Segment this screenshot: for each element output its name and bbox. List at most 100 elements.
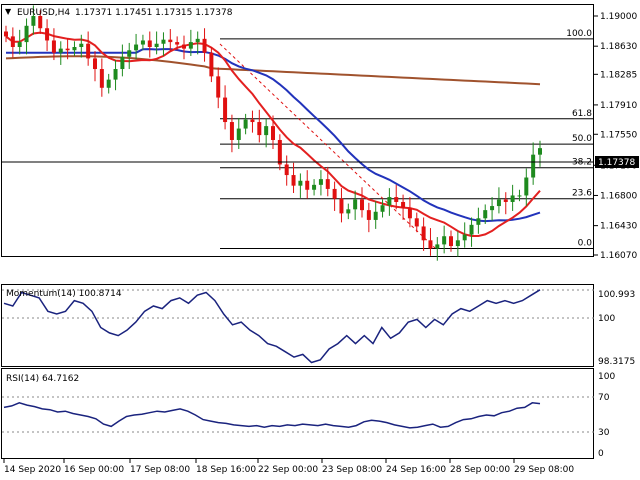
bear-candle [182,44,186,49]
bull-candle [17,42,22,47]
bull-candle [312,184,317,190]
time-tick-label: 23 Sep 08:00 [322,465,382,475]
price-tick-label: 1.17910 [600,101,637,111]
current-price-label: 1.17378 [598,158,635,168]
bull-candle [120,56,125,70]
bear-candle [175,42,180,45]
rsi-tick-30: 30 [598,428,610,438]
bear-candle [360,199,364,211]
bull-candle [127,50,132,57]
bear-candle [4,31,8,37]
bull-candle [154,43,159,47]
bear-candle [284,164,289,176]
price-tick-label: 1.16070 [600,251,637,261]
rsi-tick-70: 70 [598,393,610,403]
bear-candle [93,58,97,70]
fib-trendline [219,43,436,249]
bear-candle [202,38,207,53]
momentum-tick-low: 98.3175 [598,357,635,367]
bear-candle [394,197,399,202]
momentum-grid [2,289,594,319]
bull-candle [469,224,474,235]
candlesticks[interactable] [4,5,542,261]
bear-candle [10,36,15,47]
bull-candle [24,25,29,43]
fib-level-label: 100.0 [566,29,592,39]
bear-candle [168,39,173,43]
bull-candle [195,38,200,43]
bear-candle [271,126,275,140]
bull-candle [510,195,515,202]
ohlc-values: 1.17371 1.17451 1.17315 1.17378 [75,8,233,18]
bear-candle [250,119,255,123]
bear-candle [332,188,337,199]
bear-candle [51,40,56,53]
bull-candle [188,42,193,49]
bull-candle [106,79,111,88]
bear-candle [257,122,262,136]
bear-candle [229,122,234,140]
momentum-title: Momentum(14) 100.8714 [6,289,122,299]
price-panel[interactable] [1,4,594,257]
momentum-tick-high: 100.993 [598,290,635,300]
price-tick-label: 1.17550 [600,130,637,140]
bear-candle [325,179,330,189]
bear-candle [277,139,282,165]
bull-candle [58,48,63,53]
symbol-timeframe: EURUSD,H4 [17,8,70,18]
bull-candle [79,43,84,47]
bull-candle [476,218,481,225]
bull-candle [264,126,269,136]
rsi-tick-0: 0 [598,449,604,459]
time-axis[interactable]: 14 Sep 2020 16 Sep 00:00 17 Sep 08:00 18 Se… [3,459,574,475]
bear-candle [414,218,419,227]
bear-candle [503,199,508,202]
bear-candle [209,52,214,77]
bear-candle [401,201,406,208]
price-scale[interactable]: 1.190001.186301.182851.179101.175501.171… [594,12,637,261]
bull-candle [531,154,536,178]
bull-candle [353,199,358,210]
bull-candle [318,179,323,185]
bear-candle [339,198,344,214]
bull-candle [483,210,488,219]
bull-candle [455,240,460,247]
time-tick-label: 16 Sep 00:00 [64,465,124,475]
price-tick-label: 1.16430 [600,222,637,232]
bull-candle [490,206,495,211]
bull-candle [538,148,542,155]
bull-candle [524,177,529,196]
bear-candle [291,175,296,186]
bull-candle [517,195,522,197]
price-tick-label: 1.19000 [600,12,637,22]
fib-level-label: 38.2 [572,158,592,168]
bear-candle [38,16,43,29]
fib-level-label: 23.6 [572,189,592,199]
bull-candle [435,244,440,249]
bear-candle [366,210,371,220]
bull-candle [72,46,77,51]
rsi-panel[interactable] [1,368,594,459]
time-tick-label: 28 Sep 00:00 [450,465,510,475]
current-price-label-bg [595,156,639,168]
bull-candle [387,197,392,206]
rsi-title: RSI(14) 64.7162 [6,374,79,384]
fib-level-label: 61.8 [572,109,592,119]
bear-candle [223,97,228,123]
rsi-line [3,402,541,429]
bear-candle [449,236,453,247]
bear-candle [147,40,152,47]
bear-candle [428,240,433,249]
bull-candle [373,211,378,220]
time-tick-label: 24 Sep 16:00 [386,465,446,475]
time-tick-label: 17 Sep 08:00 [130,465,190,475]
bear-candle [45,28,50,41]
bear-candle [216,76,221,98]
price-tick-label: 1.18630 [600,42,637,52]
bear-candle [86,43,91,59]
dropdown-triangle-icon[interactable]: ▼ [5,7,12,16]
time-tick-label: 14 Sep 2020 [4,465,61,475]
time-tick-label: 29 Sep 08:00 [514,465,574,475]
bull-candle [442,236,447,245]
